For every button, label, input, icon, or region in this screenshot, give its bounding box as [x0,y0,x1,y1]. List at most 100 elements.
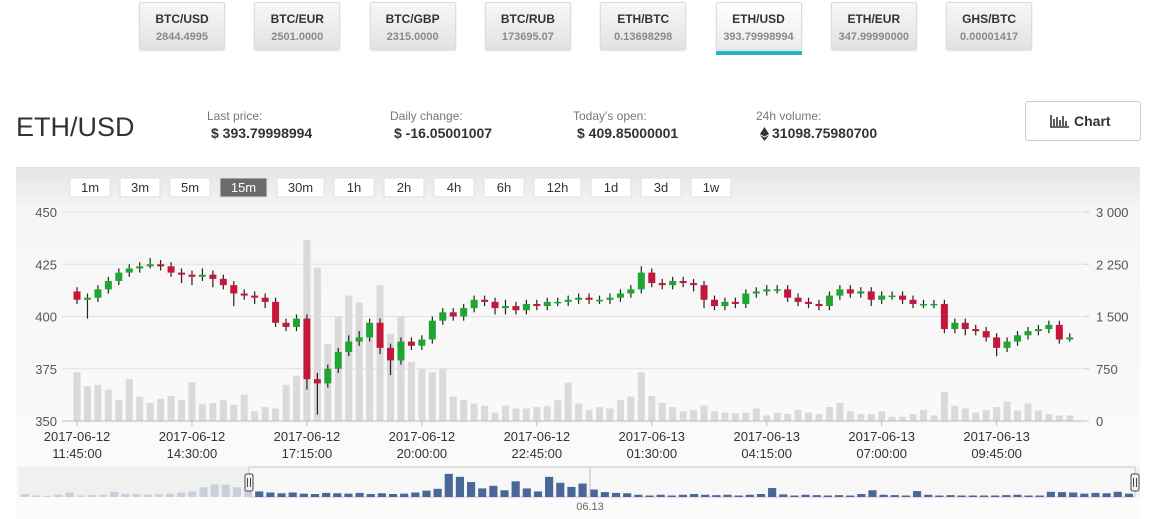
volume-bar [700,405,708,421]
tab-price[interactable]: 0.13698298 [614,31,673,43]
chart-panel [16,167,1140,519]
navigator-bar [734,495,743,497]
candle-body [658,283,666,286]
candle-body [512,306,520,311]
volume-bar [669,407,677,421]
navigator-bar [1069,492,1078,497]
interval-label[interactable]: 30m [288,180,313,195]
interval-button[interactable] [590,177,632,198]
interval-button[interactable] [219,177,268,198]
stat: 24h volume: 31098.75980700 [756,109,877,141]
interval-button[interactable] [276,177,325,198]
pair-tab[interactable]: BTC/GBP 2315.0000 [369,2,456,50]
interval-button[interactable] [433,177,475,198]
candle-body [157,264,165,267]
stat-label: Last price: [207,109,263,123]
tab-pair[interactable]: ETH/EUR [847,12,901,26]
volume-bar [658,402,666,421]
navigator-bar [154,494,163,497]
chart-button[interactable]: Chart [1025,101,1141,141]
volume-bar [83,386,91,421]
tab-pair[interactable]: ETH/BTC [617,12,670,26]
tab-price[interactable]: 0.00001417 [960,31,1019,43]
tab-pair[interactable]: GHS/BTC [962,12,1017,26]
candle-body [439,312,447,321]
candle-body [648,272,656,284]
interval-label[interactable]: 3d [654,180,668,195]
tab-pair[interactable]: BTC/RUB [500,12,555,26]
navigator-bar [690,494,699,497]
navigator-bar [756,494,766,497]
tab-price[interactable]: 393.79998994 [723,31,794,43]
interval-button[interactable] [119,177,161,198]
x-tick-label: 2017-06-13 04:15:00 [733,429,800,461]
tab-pair[interactable]: ETH/USD [732,12,785,26]
pair-tab[interactable]: BTC/EUR 2501.0000 [254,2,341,50]
volume-bar [752,408,760,421]
tab-price[interactable]: 2315.0000 [386,31,439,43]
candle-body [564,299,572,302]
y-tick-label: 425 [35,257,57,272]
interval-button[interactable] [483,177,525,198]
interval-label[interactable]: 1m [81,180,99,195]
navigator-bar [199,487,208,497]
navigator-bar [333,493,342,497]
tab-price[interactable]: 2844.4995 [156,31,208,43]
interval-button[interactable] [640,177,682,198]
candle-body [219,278,227,286]
interval-button[interactable] [533,177,582,198]
interval-label[interactable]: 3m [131,180,149,195]
interval-label[interactable]: 1h [347,180,361,195]
interval-button[interactable] [690,177,732,198]
navigator-bar [890,495,899,497]
candle-body [752,291,760,294]
interval-label[interactable]: 5m [181,180,199,195]
volume-bar [794,409,802,421]
volume-bar [909,414,917,421]
volume-bar [272,408,280,421]
interval-button[interactable] [383,177,425,198]
pair-tab[interactable]: ETH/USD 393.79998994 [715,2,802,55]
tab-pair[interactable]: BTC/GBP [385,12,440,26]
candle-body [961,322,969,330]
interval-button[interactable] [69,177,111,198]
interval-label[interactable]: 12h [547,180,569,195]
candle-body [919,303,927,306]
navigator-bar [232,487,241,497]
interval-label[interactable]: 1d [604,180,618,195]
volume-bar [387,333,395,421]
tab-price[interactable]: 2501.0000 [271,31,324,43]
pair-tab[interactable]: BTC/RUB 173695.07 [484,2,571,50]
x-tick-date: 2017-06-13 [963,429,1030,444]
navigator-handle[interactable] [1130,473,1140,492]
interval-label[interactable]: 4h [447,180,461,195]
interval-label[interactable]: 1w [703,180,720,195]
pair-tab[interactable]: ETH/EUR 347.99990000 [830,2,917,50]
candle-body [83,297,91,300]
pair-tab[interactable]: GHS/BTC 0.00001417 [946,2,1033,50]
volume-bar [878,411,886,421]
navigator-bar [879,494,888,497]
volume-bar [345,295,353,421]
volume-bar [679,411,687,421]
interval-button[interactable] [169,177,211,198]
interval-label[interactable]: 6h [497,180,511,195]
x-tick-date: 2017-06-13 [733,429,800,444]
interval-label[interactable]: 2h [397,180,411,195]
pair-tab[interactable]: BTC/USD 2844.4995 [139,2,225,50]
interval-button[interactable] [333,177,375,198]
tab-price[interactable]: 347.99990000 [838,31,909,43]
tab-pair[interactable]: BTC/USD [155,12,209,26]
navigator-handle[interactable] [244,473,254,492]
pair-tab[interactable]: ETH/BTC 0.13698298 [600,2,687,50]
volume-bar [366,323,374,421]
navigator-bar [255,491,264,497]
tab-price[interactable]: 173695.07 [501,31,554,43]
candle-body [679,280,687,284]
tab-pair[interactable]: BTC/EUR [270,12,324,26]
navigator-bar [444,473,453,497]
chart-button-label[interactable]: Chart [1074,113,1111,129]
interval-label[interactable]: 15m [231,180,256,195]
navigator-bar [132,494,141,497]
volume-bar [867,414,875,421]
